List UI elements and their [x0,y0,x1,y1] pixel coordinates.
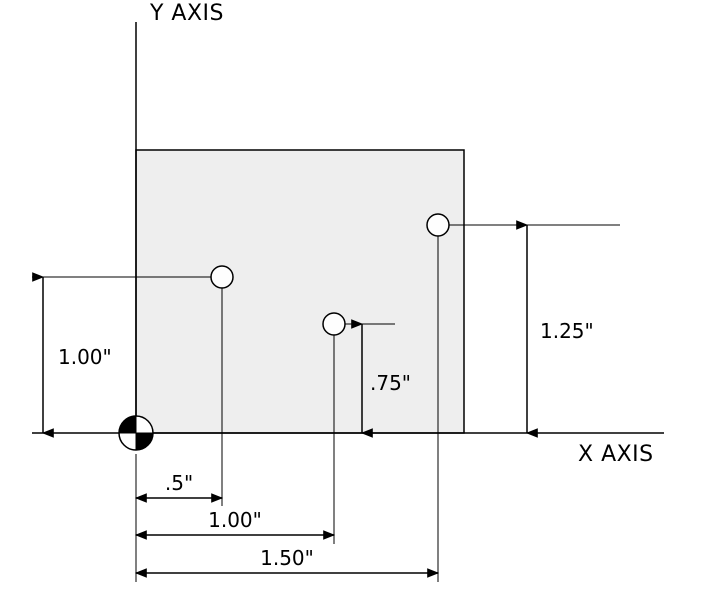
dim-h-label-b: 1.00" [208,508,262,532]
y-axis-label: Y AXIS [149,1,224,26]
part-plate [136,150,464,433]
x-axis-label: X AXIS [578,442,654,467]
hole-b [323,313,345,335]
hole-a [211,266,233,288]
engineering-diagram: 1.00" .75" 1.25" .5" 1.00" 1.50" Y AXIS X AX… [0,0,718,603]
dim-v-label-a: 1.00" [58,345,112,369]
hole-c [427,214,449,236]
dim-h-label-c: 1.50" [260,546,314,570]
origin-datum-marker [119,416,153,450]
dim-h-label-a: .5" [165,471,193,495]
horizontal-dimensions: .5" 1.00" 1.50" [136,471,438,573]
dim-v-label-c: 1.25" [540,319,594,343]
dim-v-label-b: .75" [370,371,411,395]
